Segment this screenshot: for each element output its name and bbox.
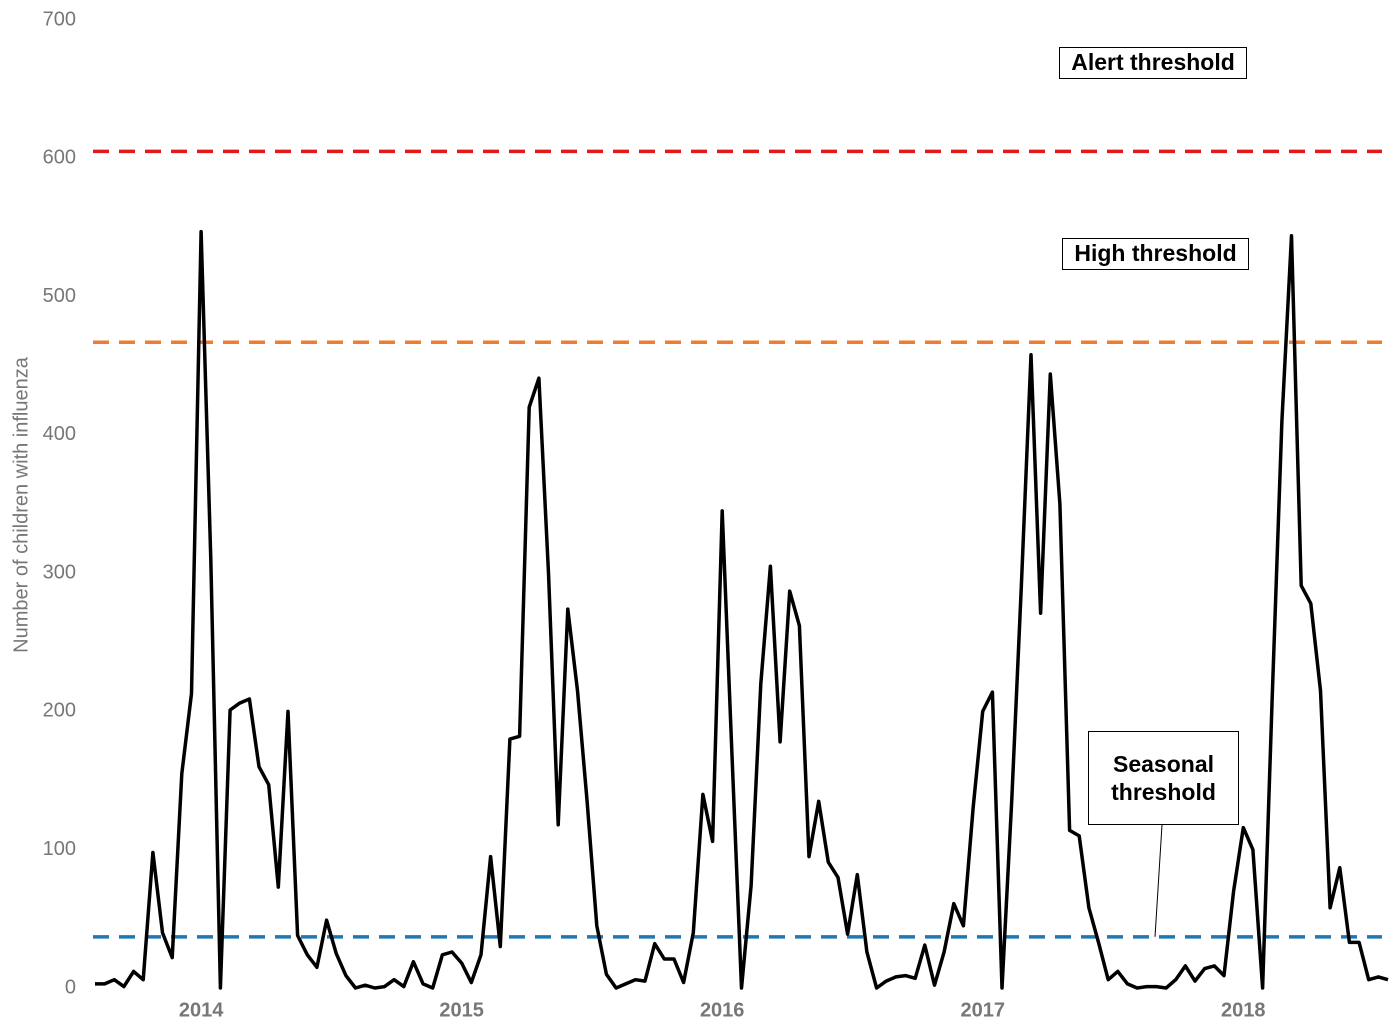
x-tick-label: 2018 xyxy=(1221,999,1266,1021)
threshold-label: Seasonal threshold xyxy=(1088,731,1239,825)
data-line xyxy=(95,229,1389,990)
y-tick-label: 600 xyxy=(43,147,76,169)
leader-line xyxy=(1154,824,1163,937)
x-tick-label: 2016 xyxy=(700,999,745,1021)
y-tick-label: 0 xyxy=(65,976,76,998)
y-tick-label: 300 xyxy=(43,561,76,583)
y-tick-label: 700 xyxy=(43,8,76,30)
threshold-label: Alert threshold xyxy=(1059,47,1247,79)
x-tick-label: 2017 xyxy=(960,999,1005,1021)
threshold-label: High threshold xyxy=(1062,238,1249,270)
y-tick-label: 500 xyxy=(43,285,76,307)
x-tick-label: 2015 xyxy=(439,999,484,1021)
y-axis-label: Number of children with influenza xyxy=(10,356,32,653)
y-tick-label: 400 xyxy=(43,423,76,445)
y-tick-label: 100 xyxy=(43,838,76,860)
y-tick-label: 200 xyxy=(43,700,76,722)
x-tick-label: 2014 xyxy=(179,999,224,1021)
